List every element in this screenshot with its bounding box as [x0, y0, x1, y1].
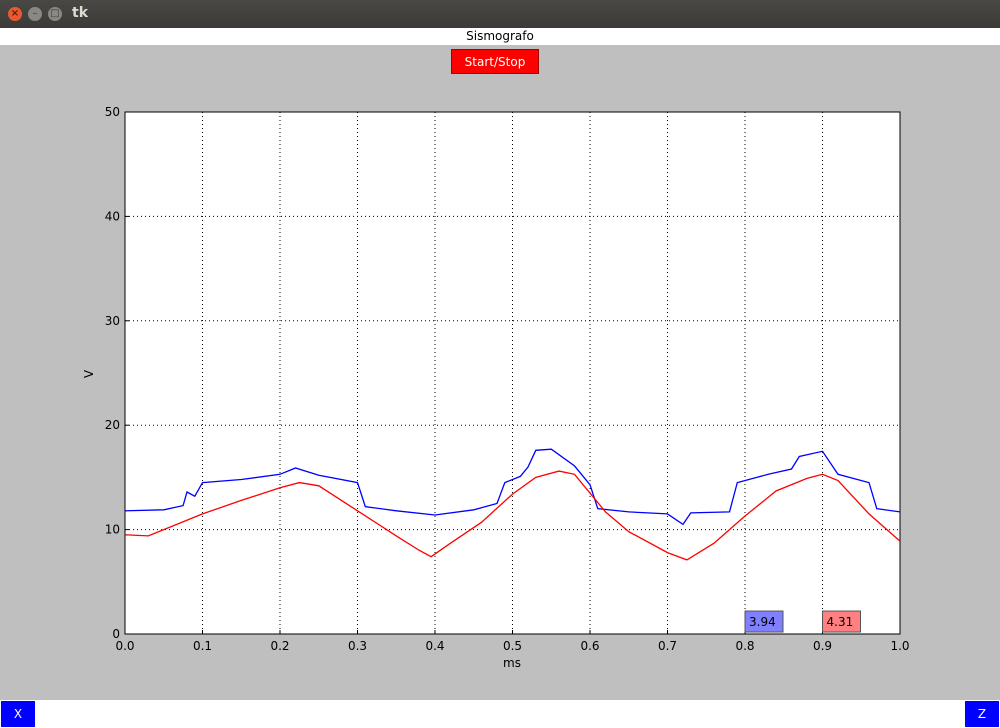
window-titlebar: × – □ tk [0, 0, 1000, 28]
x-tick-label: 1.0 [890, 639, 909, 653]
y-axis-label: V [82, 369, 96, 378]
x-tick-label: 0.3 [348, 639, 367, 653]
bottom-bar [0, 700, 1000, 728]
readout-value-2: 4.31 [827, 615, 854, 629]
series-line-1 [124, 448, 901, 526]
x-tick-label: 0.2 [270, 639, 289, 653]
x-axis-label: ms [503, 656, 521, 670]
maximize-icon[interactable]: □ [48, 7, 62, 21]
seismograph-chart: 0.0 0.1 0.2 0.3 0.4 0.5 0.6 0.7 0.8 0.9 1.0 0 10 20 30… [82, 105, 910, 670]
y-tick-label: 10 [105, 523, 120, 537]
x-tick-label: 0.4 [425, 639, 444, 653]
readout-value-1: 3.94 [749, 615, 776, 629]
minimize-icon[interactable]: – [28, 7, 42, 21]
header-bar: Sismografo [0, 28, 1000, 45]
y-tick-label: 40 [105, 209, 120, 223]
chart-readouts: 3.94 4.31 [744, 610, 861, 633]
x-tick-label: 0.8 [735, 639, 754, 653]
readout-box-1 [744, 610, 784, 633]
x-axis-button[interactable]: X [1, 701, 35, 727]
z-axis-button[interactable]: Z [965, 701, 999, 727]
y-tick-label: 50 [105, 105, 120, 119]
chart-grid [124, 111, 901, 635]
readout-box-2 [822, 610, 861, 633]
x-tick-label: 0.0 [115, 639, 134, 653]
close-icon[interactable]: × [8, 7, 22, 21]
y-tick-label: 0 [112, 627, 120, 641]
y-tick-label: 20 [105, 418, 120, 432]
chart-ticks: 0.0 0.1 0.2 0.3 0.4 0.5 0.6 0.7 0.8 0.9 1.0 0 10 20 30… [105, 105, 910, 653]
x-tick-label: 0.5 [503, 639, 522, 653]
x-tick-label: 0.6 [580, 639, 599, 653]
window-title: tk [72, 5, 89, 21]
chart-series [124, 448, 901, 561]
x-tick-label: 0.1 [193, 639, 212, 653]
x-tick-label: 0.7 [658, 639, 677, 653]
start-stop-button[interactable]: Start/Stop [451, 49, 539, 74]
x-tick-label: 0.9 [813, 639, 832, 653]
page-title: Sismografo [466, 29, 534, 43]
y-tick-label: 30 [105, 314, 120, 328]
series-line-2 [124, 470, 901, 561]
